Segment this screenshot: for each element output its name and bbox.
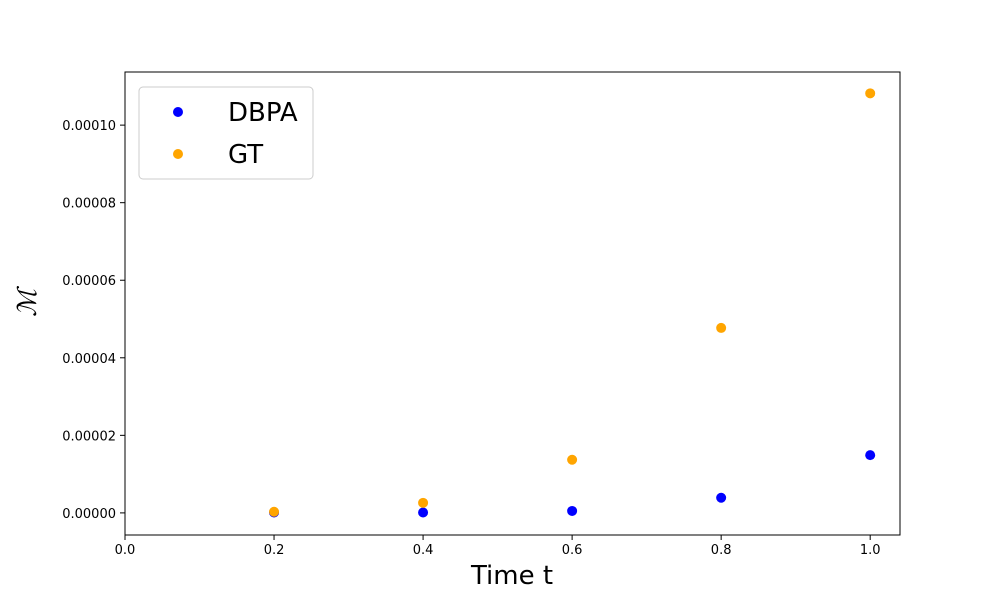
- y-tick-label: 0.00010: [62, 119, 116, 134]
- y-tick-label: 0.00006: [62, 274, 116, 289]
- point: [716, 492, 727, 503]
- x-tick-label: 0.6: [562, 543, 583, 558]
- point: [865, 450, 876, 461]
- plot-frame: [124, 71, 901, 536]
- x-tick-label: 0.8: [711, 543, 732, 558]
- x-axis-label: Time t: [470, 561, 553, 591]
- point: [418, 497, 429, 508]
- legend-marker: [173, 149, 183, 159]
- x-tick-label: 1.0: [860, 543, 881, 558]
- legend-label: DBPA: [228, 98, 298, 128]
- point: [567, 505, 578, 516]
- point: [269, 506, 280, 517]
- point: [418, 507, 429, 518]
- point: [716, 322, 727, 333]
- y-axis-label: ℳ: [13, 286, 43, 317]
- x-tick-label: 0.0: [115, 543, 136, 558]
- legend-label: GT: [228, 140, 263, 170]
- y-tick-label: 0.00008: [62, 197, 116, 212]
- x-tick-label: 0.2: [264, 543, 285, 558]
- y-tick-label: 0.00004: [62, 352, 116, 367]
- point: [567, 454, 578, 465]
- y-tick-label: 0.00000: [62, 507, 116, 522]
- legend-marker: [173, 107, 183, 117]
- point: [865, 88, 876, 99]
- y-tick-label: 0.00002: [62, 429, 116, 444]
- x-tick-label: 0.4: [413, 543, 434, 558]
